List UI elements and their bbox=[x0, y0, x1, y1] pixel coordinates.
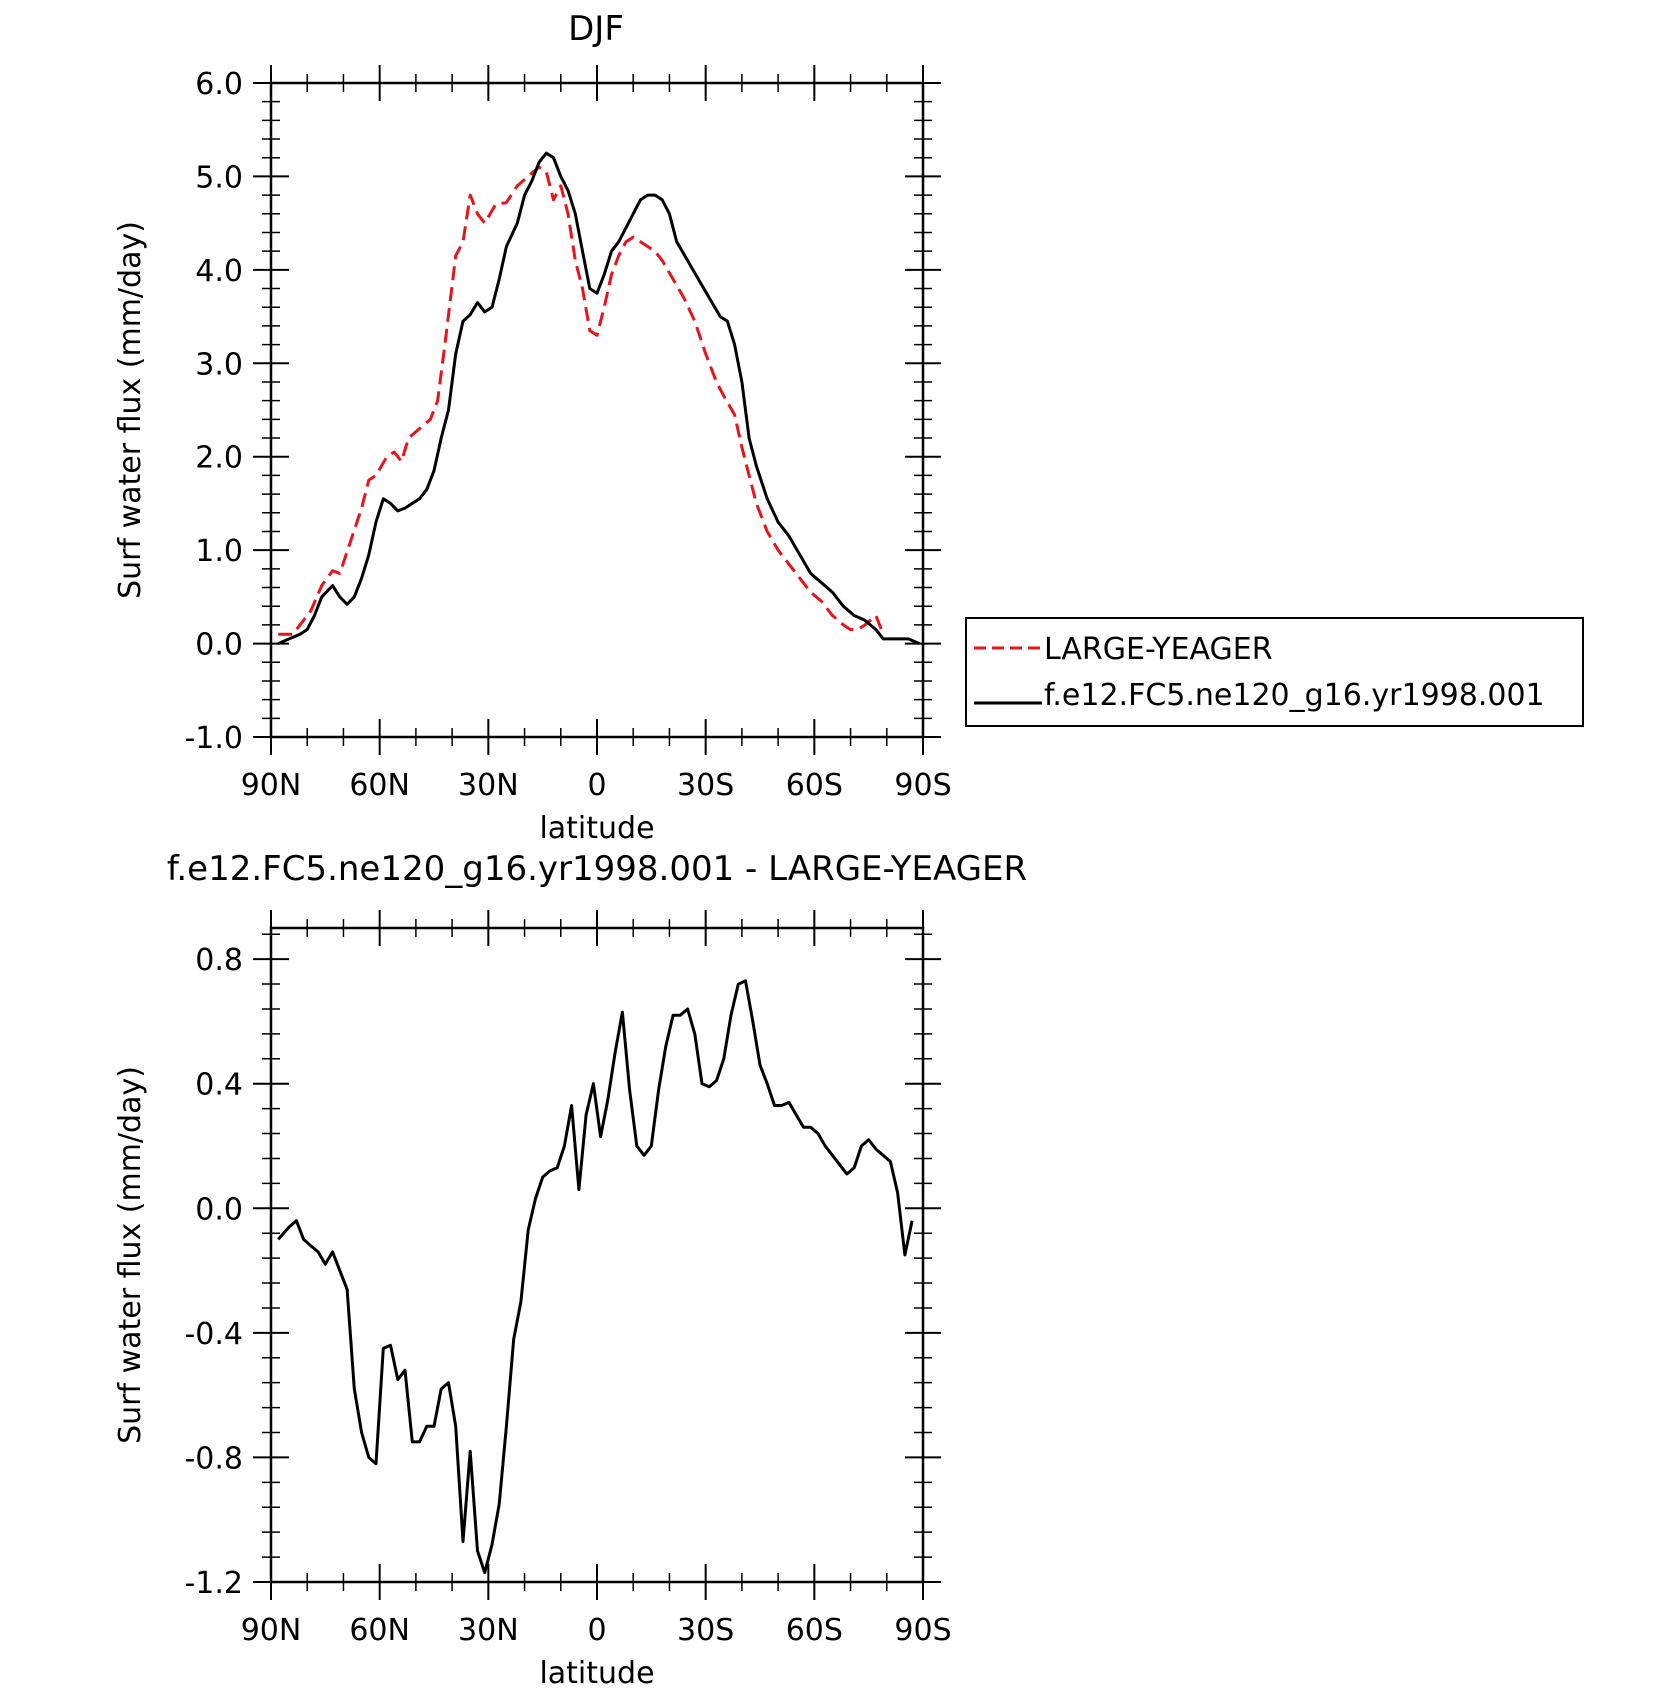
chart-bottom-y-axis-label: Surf water flux (mm/day) bbox=[113, 1066, 148, 1444]
chart-bottom-series-line-diff-0 bbox=[277, 979, 914, 1575]
chart-bottom-x-tick-label: 30S bbox=[677, 1613, 734, 1648]
chart-top-x-tick-label: 60N bbox=[349, 768, 410, 803]
chart-top-y-tick-labels: -1.0 0.0 1.0 2.0 3.0 4.0 5.0 6.0 bbox=[184, 67, 243, 756]
chart-top-x-tick-labels: 90N 60N 30N 0 30S 60S 90S bbox=[241, 768, 952, 803]
chart-bottom-title: f.e12.FC5.ne120_g16.yr1998.001 - LARGE-Y… bbox=[167, 849, 1027, 889]
chart-bottom-x-axis-label: latitude bbox=[539, 1656, 654, 1685]
chart-top-x-tick-label: 60S bbox=[786, 768, 843, 803]
chart-top-y-tick-label: 2.0 bbox=[195, 441, 243, 476]
chart-top-legend: LARGE-YEAGER f.e12.FC5.ne120_g16.yr1998.… bbox=[965, 617, 1584, 727]
legend-box bbox=[965, 617, 1584, 727]
chart-bottom-ticks bbox=[253, 910, 941, 1600]
chart-top-series-line-large-yeager bbox=[278, 165, 885, 636]
chart-bottom-x-tick-label: 60N bbox=[349, 1613, 410, 1648]
chart-top-y-axis-label: Surf water flux (mm/day) bbox=[113, 221, 148, 599]
chart-top-y-tick-label: 1.0 bbox=[195, 534, 243, 569]
chart-bottom-plot-frame bbox=[269, 926, 925, 1584]
chart-bottom-x-tick-labels: 90N 60N 30N 0 30S 60S 90S bbox=[241, 1613, 952, 1648]
chart-bottom-y-tick-label: -0.8 bbox=[184, 1441, 243, 1476]
chart-top-plot-frame bbox=[269, 81, 925, 739]
chart-bottom-y-tick-label: 0.4 bbox=[195, 1068, 243, 1103]
chart-bottom-x-tick-label: 30N bbox=[458, 1613, 519, 1648]
chart-bottom-y-tick-label: -1.2 bbox=[184, 1566, 243, 1601]
chart-bottom-x-tick-label: 90N bbox=[241, 1613, 302, 1648]
chart-top-x-axis-label: latitude bbox=[539, 811, 654, 846]
chart-top-x-tick-label: 90S bbox=[894, 768, 951, 803]
chart-bottom-x-tick-label: 90S bbox=[894, 1613, 951, 1648]
chart-bottom-y-tick-labels: -1.2 -0.8 -0.4 0.0 0.4 0.8 bbox=[184, 943, 243, 1601]
chart-top-panel: DJF -1.0 0.0 1.0 2.0 3.0 4.0 5.0 6.0 90N 60N 30N 0… bbox=[113, 9, 952, 846]
chart-top-y-tick-label: -1.0 bbox=[184, 721, 243, 756]
chart-bottom-y-tick-label: 0.8 bbox=[195, 943, 243, 978]
chart-top-ticks bbox=[253, 65, 941, 755]
chart-top-y-tick-label: 0.0 bbox=[195, 628, 243, 663]
chart-bottom-y-tick-label: -0.4 bbox=[184, 1317, 243, 1352]
chart-top-x-tick-label: 30S bbox=[677, 768, 734, 803]
chart-top-y-tick-label: 4.0 bbox=[195, 254, 243, 289]
chart-top-title: DJF bbox=[568, 9, 624, 49]
chart-top-y-tick-label: 6.0 bbox=[195, 67, 243, 102]
chart-top-series-line-f-e12-fc5-ne120-g16-yr1998-001 bbox=[277, 151, 920, 645]
chart-top-y-tick-label: 5.0 bbox=[195, 160, 243, 195]
chart-bottom-series bbox=[277, 979, 914, 1575]
chart-bottom-x-tick-label: 0 bbox=[587, 1613, 606, 1648]
chart-top-series bbox=[277, 151, 920, 645]
chart-bottom-x-tick-label: 60S bbox=[786, 1613, 843, 1648]
chart-top-y-tick-label: 3.0 bbox=[195, 347, 243, 382]
chart-top-x-tick-label: 30N bbox=[458, 768, 519, 803]
chart-bottom-y-tick-label: 0.0 bbox=[195, 1192, 243, 1227]
legend-label-model: f.e12.FC5.ne120_g16.yr1998.001 bbox=[1044, 678, 1545, 713]
chart-top-x-tick-label: 90N bbox=[241, 768, 302, 803]
chart-top-x-tick-label: 0 bbox=[587, 768, 606, 803]
chart-bottom-panel: f.e12.FC5.ne120_g16.yr1998.001 - LARGE-Y… bbox=[113, 849, 1027, 1690]
legend-label-large-yeager: LARGE-YEAGER bbox=[1044, 632, 1273, 667]
